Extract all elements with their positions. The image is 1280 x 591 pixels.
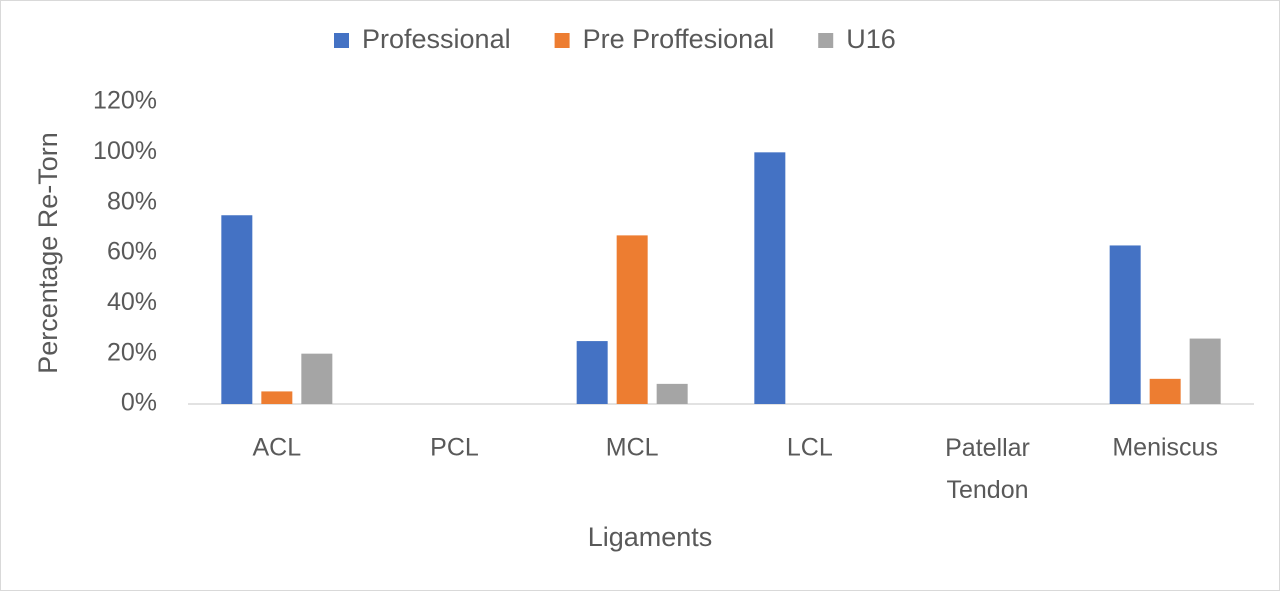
y-tick-label: 60% (107, 238, 157, 266)
y-tick-label: 100% (93, 137, 157, 165)
y-axis-title: Percentage Re-Torn (33, 132, 63, 374)
legend-swatch (554, 33, 570, 48)
legend-swatch (334, 33, 349, 48)
y-tick-label: 80% (107, 187, 157, 215)
bar (261, 391, 293, 404)
bar (616, 235, 648, 404)
x-tick-label: PCL (430, 434, 479, 462)
x-tick-label: Meniscus (1112, 434, 1218, 462)
bar (1109, 245, 1141, 404)
x-tick-label: ACL (253, 434, 302, 462)
x-axis-title: Ligaments (588, 522, 713, 552)
bar (1149, 378, 1181, 404)
y-tick-label: 0% (121, 389, 157, 417)
bar (1189, 338, 1221, 404)
y-tick-label: 20% (107, 338, 157, 366)
bar (221, 215, 253, 404)
x-tick-label: Patellar Tendon (945, 434, 1030, 504)
y-tick-label: 120% (93, 87, 157, 115)
legend-swatch (818, 33, 834, 48)
bar (576, 341, 608, 404)
x-tick-label: LCL (787, 434, 833, 462)
bar (656, 383, 688, 404)
bar (301, 353, 333, 404)
legend-label: Professional (362, 24, 511, 54)
legend-label: Pre Proffesional (583, 24, 775, 54)
x-tick-label: MCL (606, 434, 659, 462)
legend-label: U16 (846, 24, 896, 54)
y-tick-label: 40% (107, 288, 157, 316)
bar (754, 152, 786, 404)
